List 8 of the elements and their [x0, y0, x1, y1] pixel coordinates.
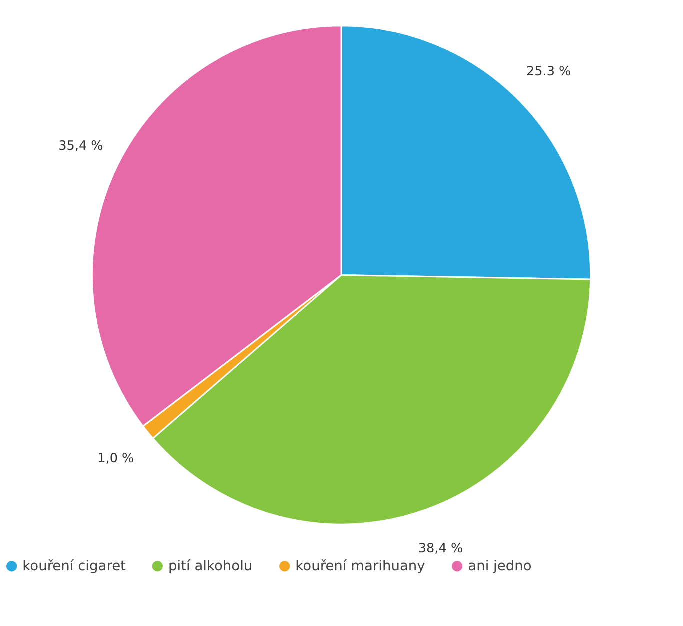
legend-label: ani jedno [468, 558, 532, 574]
data-label: 25.3 % [526, 64, 572, 80]
data-label: 1,0 % [98, 452, 134, 467]
data-label: 38,4 % [418, 541, 464, 556]
data-label: 35,4 % [58, 139, 104, 154]
legend-label: kouření cigaret [22, 558, 127, 574]
legend-label: kouření marihuany [296, 558, 426, 574]
legend-label: pití alkoholu [168, 558, 253, 574]
